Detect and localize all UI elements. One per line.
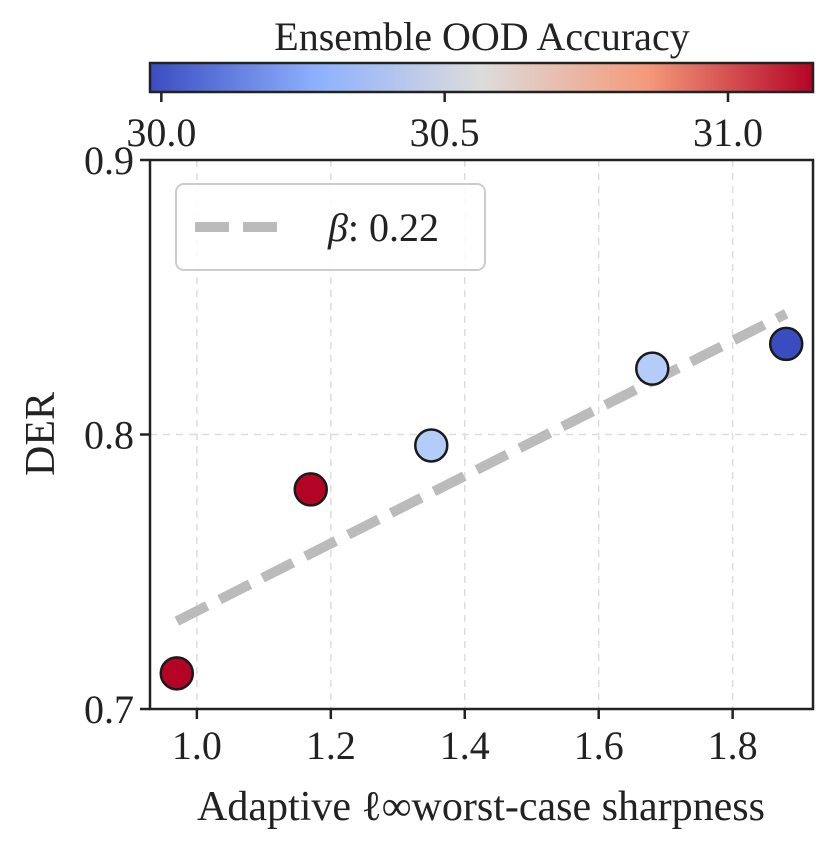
fit-line-group — [174, 309, 789, 626]
x-tick-label: 1.0 — [172, 723, 222, 768]
data-points — [159, 326, 804, 691]
colorbar-tick-label: 30.5 — [410, 110, 480, 155]
data-point — [768, 326, 804, 362]
colorbar-ticks: 30.0 30.5 31.0 — [126, 92, 763, 155]
data-point — [159, 656, 195, 691]
y-axis-title: DER — [18, 392, 64, 476]
x-axis-title: Adaptive ℓ∞worst-case sharpness — [197, 784, 765, 830]
x-tick-label: 1.6 — [574, 723, 624, 768]
legend-label: β: 0.22 — [327, 205, 439, 250]
data-point — [293, 472, 328, 507]
colorbar-tick-label: 30.0 — [126, 110, 196, 155]
legend-value: : 0.22 — [348, 205, 439, 250]
y-tick-label: 0.9 — [84, 138, 134, 183]
x-tick-label: 1.2 — [306, 723, 356, 768]
data-point — [414, 428, 449, 463]
legend: β: 0.22 — [175, 183, 486, 271]
x-tick-label: 1.4 — [440, 723, 490, 768]
colorbar-title: Ensemble OOD Accuracy — [274, 14, 689, 59]
fit-line — [174, 309, 789, 626]
y-tick-label: 0.8 — [84, 413, 134, 458]
colorbar-tick-label: 31.0 — [693, 110, 763, 155]
data-point — [635, 351, 670, 386]
x-axis-ticks: 1.0 1.2 1.4 1.6 1.8 — [172, 709, 758, 768]
legend-box — [175, 183, 486, 271]
y-axis-ticks: 0.7 0.8 0.9 — [84, 138, 150, 732]
x-tick-label: 1.8 — [708, 723, 758, 768]
y-tick-label: 0.7 — [84, 687, 134, 732]
legend-beta-symbol: β — [327, 205, 348, 250]
colorbar — [148, 61, 815, 94]
